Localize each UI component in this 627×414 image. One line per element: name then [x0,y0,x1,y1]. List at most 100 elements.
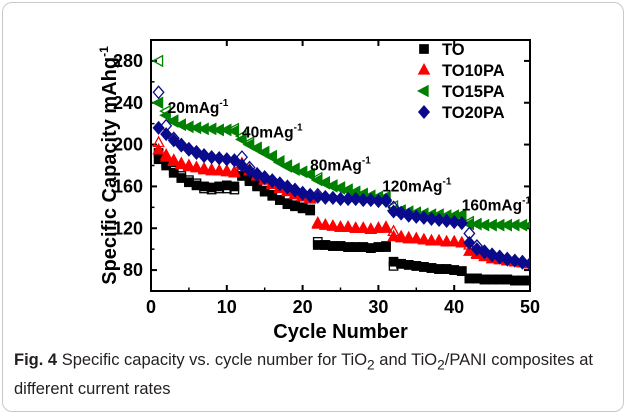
data-point-charge [440,234,453,247]
data-point-charge [227,124,240,138]
data-point-charge [197,161,211,174]
data-point-charge [160,127,173,142]
legend-item: TO [419,41,465,59]
legend-label: TO10PA [442,62,505,80]
legend-marker [419,44,429,54]
data-point-charge [272,156,285,169]
data-point-charge [159,150,173,162]
data-point-charge [525,275,530,286]
rate-label: 20mAg-1 [168,98,229,117]
data-point-charge [190,160,203,173]
y-tick-label: 200 [113,135,143,155]
legend-item: TO10PA [417,62,505,80]
data-point-charge [402,231,416,244]
rate-annotations: 20mAg-1 40mAg-1 80mAg-1 120mAg-1 160mAg-1 [168,98,532,214]
figure-caption: Fig. 4 Specific capacity vs. cycle numbe… [14,348,614,401]
x-tick-label: 0 [146,297,156,317]
caption-text-2: and TiO [374,351,438,369]
data-point-charge [349,191,362,206]
data-point-charge [356,221,370,233]
data-markers [151,54,530,286]
data-point-charge [410,231,423,244]
data-point-charge [152,142,165,155]
data-point-charge [516,255,529,270]
data-point-charge [311,189,324,204]
legend-item: TO15PA [417,83,505,101]
data-point-charge [166,115,179,128]
data-point-charge [311,217,325,229]
data-point-charge [212,163,226,176]
data-point-charge [205,162,218,175]
y-tick-label: 280 [113,51,143,71]
data-point-charge [319,218,332,230]
caption-text-3: /PANI composites at different current ra… [14,351,593,399]
x-tick-label: 40 [444,297,464,317]
data-point-charge [310,173,323,187]
rate-label: 160mAg-1 [462,195,532,214]
data-point-charge [234,133,247,146]
rate-label: 120mAg-1 [382,177,452,196]
data-point-charge [213,151,226,166]
y-axis-label: Specific Capacity mAhg-1 [97,46,121,285]
data-point-charge [334,220,347,232]
data-point-charge [175,157,188,170]
data-point-charge [159,109,171,122]
data-point-charge [257,146,270,160]
data-point-charge [381,242,391,252]
data-point-charge [151,96,164,110]
data-point-charge [305,204,316,215]
legend-label: TO [442,41,465,59]
y-axis-label-main: Specific Capacity mAhg [99,57,121,285]
data-point-charge [326,190,339,205]
rate-label: 40mAg-1 [242,122,303,141]
data-point-charge [167,133,180,148]
rate-label: 80mAg-1 [310,156,371,175]
legend-item: TO20PA [417,104,505,122]
data-point-charge [168,167,179,178]
data-point-charge [440,213,453,228]
x-tick-label: 30 [368,297,388,317]
data-point-charge [280,160,293,173]
legend-marker [417,84,429,98]
y-tick-label: 80 [123,260,143,280]
data-point-charge [242,138,255,151]
data-point-charge [341,220,355,232]
y-axis-label-sup: -1 [97,46,111,57]
data-point-charge [235,158,249,173]
data-point-charge [152,120,165,135]
legend-label: TO20PA [442,104,505,122]
legend-label: TO15PA [442,83,505,101]
data-point-charge [455,216,468,231]
data-point-charge [228,153,241,168]
x-tick-label: 20 [293,297,313,317]
x-axis-label: Cycle Number [273,321,408,343]
data-point-charge [250,142,262,156]
legend-marker [417,105,431,119]
data-point-charge [205,150,218,165]
data-point-charge [167,154,181,166]
y-tick-label: 160 [113,176,143,196]
caption-fig-label: Fig. 4 [14,351,58,369]
data-point-charge [220,163,234,176]
data-point-charge [447,234,461,247]
data-point-charge [501,252,514,267]
data-point-charge [364,193,377,208]
caption-text-1: Specific capacity vs. cycle number for T… [61,351,368,369]
data-point-charge [229,181,240,192]
data-point-charge [295,165,308,179]
legend-marker [417,63,431,75]
data-point-charge [326,219,340,231]
data-point-charge [265,150,277,164]
data-point-charge [425,211,438,226]
data-point-charge [394,230,408,243]
x-tick-label: 50 [520,297,540,317]
data-point-charge [182,159,196,172]
data-point-charge [387,229,400,242]
data-point-charge [523,256,530,271]
caption-sub-2: 2 [437,357,445,373]
data-point-charge [197,149,211,164]
data-point-charge [303,168,315,182]
data-point-discharge [152,85,165,100]
y-tick-label: 120 [113,218,143,238]
data-point-charge [523,221,530,229]
